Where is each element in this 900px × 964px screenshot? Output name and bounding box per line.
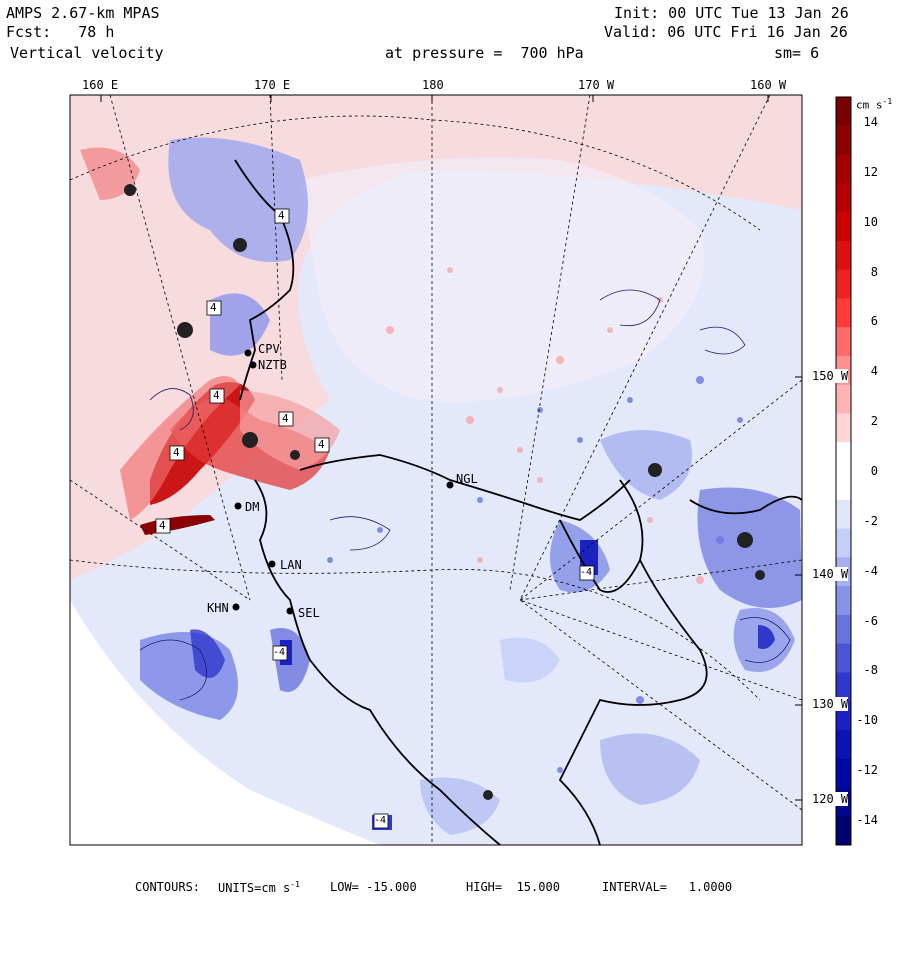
lon-label-160e: 160 E <box>82 78 119 92</box>
colorbar-swatch <box>836 758 851 788</box>
colorbar-frame <box>835 96 852 846</box>
field-name: Vertical velocity <box>10 44 164 62</box>
colorbar-swatch <box>836 154 851 184</box>
lon-label-170w: 170 W <box>578 78 615 92</box>
station-dm: DM <box>245 500 260 514</box>
colorbar-tick-label: -14 <box>856 813 878 828</box>
station-khn: KHN <box>207 601 229 615</box>
box-label: 4 <box>210 301 217 314</box>
contour-interval: INTERVAL= 1.0000 <box>602 880 733 894</box>
colorbar-tick-label: -6 <box>863 613 878 628</box>
colorbar-swatch <box>836 183 851 213</box>
map-frame <box>69 94 803 846</box>
valid-time: Valid: 06 UTC Fri 16 Jan 26 <box>604 23 848 41</box>
colorbar-units: cm s-1 <box>856 97 893 112</box>
station-ngl: NGL <box>456 472 478 486</box>
colorbar-swatch <box>836 384 851 414</box>
lon-label-160w: 160 W <box>750 78 787 92</box>
colorbar-swatch <box>836 442 851 472</box>
station-nztb: NZTB <box>258 358 287 372</box>
colorbar-tick-label: 2 <box>870 414 878 429</box>
colorbar-tick-label: -4 <box>863 563 878 578</box>
lon-label-140w: 140 W <box>812 567 849 581</box>
colorbar-swatch <box>836 97 851 127</box>
lon-label-130w: 130 W <box>812 697 849 711</box>
colorbar-swatch <box>836 269 851 299</box>
colorbar-swatch <box>836 816 851 846</box>
colorbar-tick-label: 12 <box>863 164 878 179</box>
colorbar-swatch <box>836 212 851 242</box>
colorbar-swatch <box>836 125 851 156</box>
colorbar-swatch <box>836 672 851 702</box>
box-label: -4 <box>580 567 593 578</box>
colorbar-tick-label: 6 <box>870 314 878 329</box>
smoothing: sm= 6 <box>774 44 820 62</box>
colorbar-swatch <box>836 298 851 328</box>
colorbar-swatch <box>836 586 851 616</box>
colorbar-tick-label: 8 <box>870 264 878 279</box>
box-label: -4 <box>374 815 387 826</box>
lon-label-120w: 120 W <box>812 792 849 806</box>
colorbar-tick-label: 14 <box>863 114 878 129</box>
box-label: 4 <box>173 446 180 459</box>
box-label: 4 <box>278 209 285 222</box>
contour-high: HIGH= 15.000 <box>466 880 560 894</box>
box-label: 4 <box>318 438 325 451</box>
colorbar-tick-label: 4 <box>870 364 878 379</box>
colorbar-swatch <box>836 499 851 530</box>
box-label: -4 <box>273 647 286 658</box>
colorbar-swatch <box>836 413 851 443</box>
box-label: 4 <box>282 412 289 425</box>
station-sel: SEL <box>298 606 320 620</box>
box-label: 4 <box>159 519 166 532</box>
lon-label-170e: 170 E <box>254 78 291 92</box>
colorbar-tick-label: 0 <box>870 464 878 478</box>
lon-label-150w: 150 W <box>812 369 849 383</box>
box-label: 4 <box>213 389 220 402</box>
colorbar-swatch <box>836 471 851 501</box>
lon-label-180: 180 <box>422 78 444 92</box>
contour-units: UNITS=cm s-1 <box>218 880 300 895</box>
colorbar-tick-label: -10 <box>856 713 878 728</box>
vertical-velocity-map <box>69 94 852 846</box>
contour-low: LOW= -15.000 <box>330 880 417 894</box>
colorbar-tick-label: -2 <box>863 513 878 528</box>
colorbar-tick-label: -12 <box>856 763 878 778</box>
map-field <box>70 95 802 845</box>
colorbar-swatch <box>836 614 851 645</box>
colorbar-tick-label: -8 <box>863 663 878 678</box>
station-cpv: CPV <box>258 342 280 356</box>
contours-label: CONTOURS: <box>135 880 201 894</box>
model-name: AMPS 2.67-km MPAS <box>6 4 160 22</box>
pressure-level: at pressure = 700 hPa <box>385 44 584 62</box>
station-lan: LAN <box>280 558 302 572</box>
forecast-hour: Fcst: 78 h <box>6 23 115 41</box>
colorbar-tick-label: 10 <box>863 214 878 229</box>
colorbar-swatch <box>836 643 851 673</box>
colorbar-swatch <box>836 240 851 271</box>
colorbar-swatch <box>836 327 851 357</box>
contour-info: CONTOURS: UNITS=cm s-1 LOW= -15.000 HIGH… <box>0 880 900 964</box>
colorbar-swatch <box>836 729 851 760</box>
colorbar-swatch <box>836 528 851 558</box>
init-time: Init: 00 UTC Tue 13 Jan 26 <box>614 4 849 22</box>
